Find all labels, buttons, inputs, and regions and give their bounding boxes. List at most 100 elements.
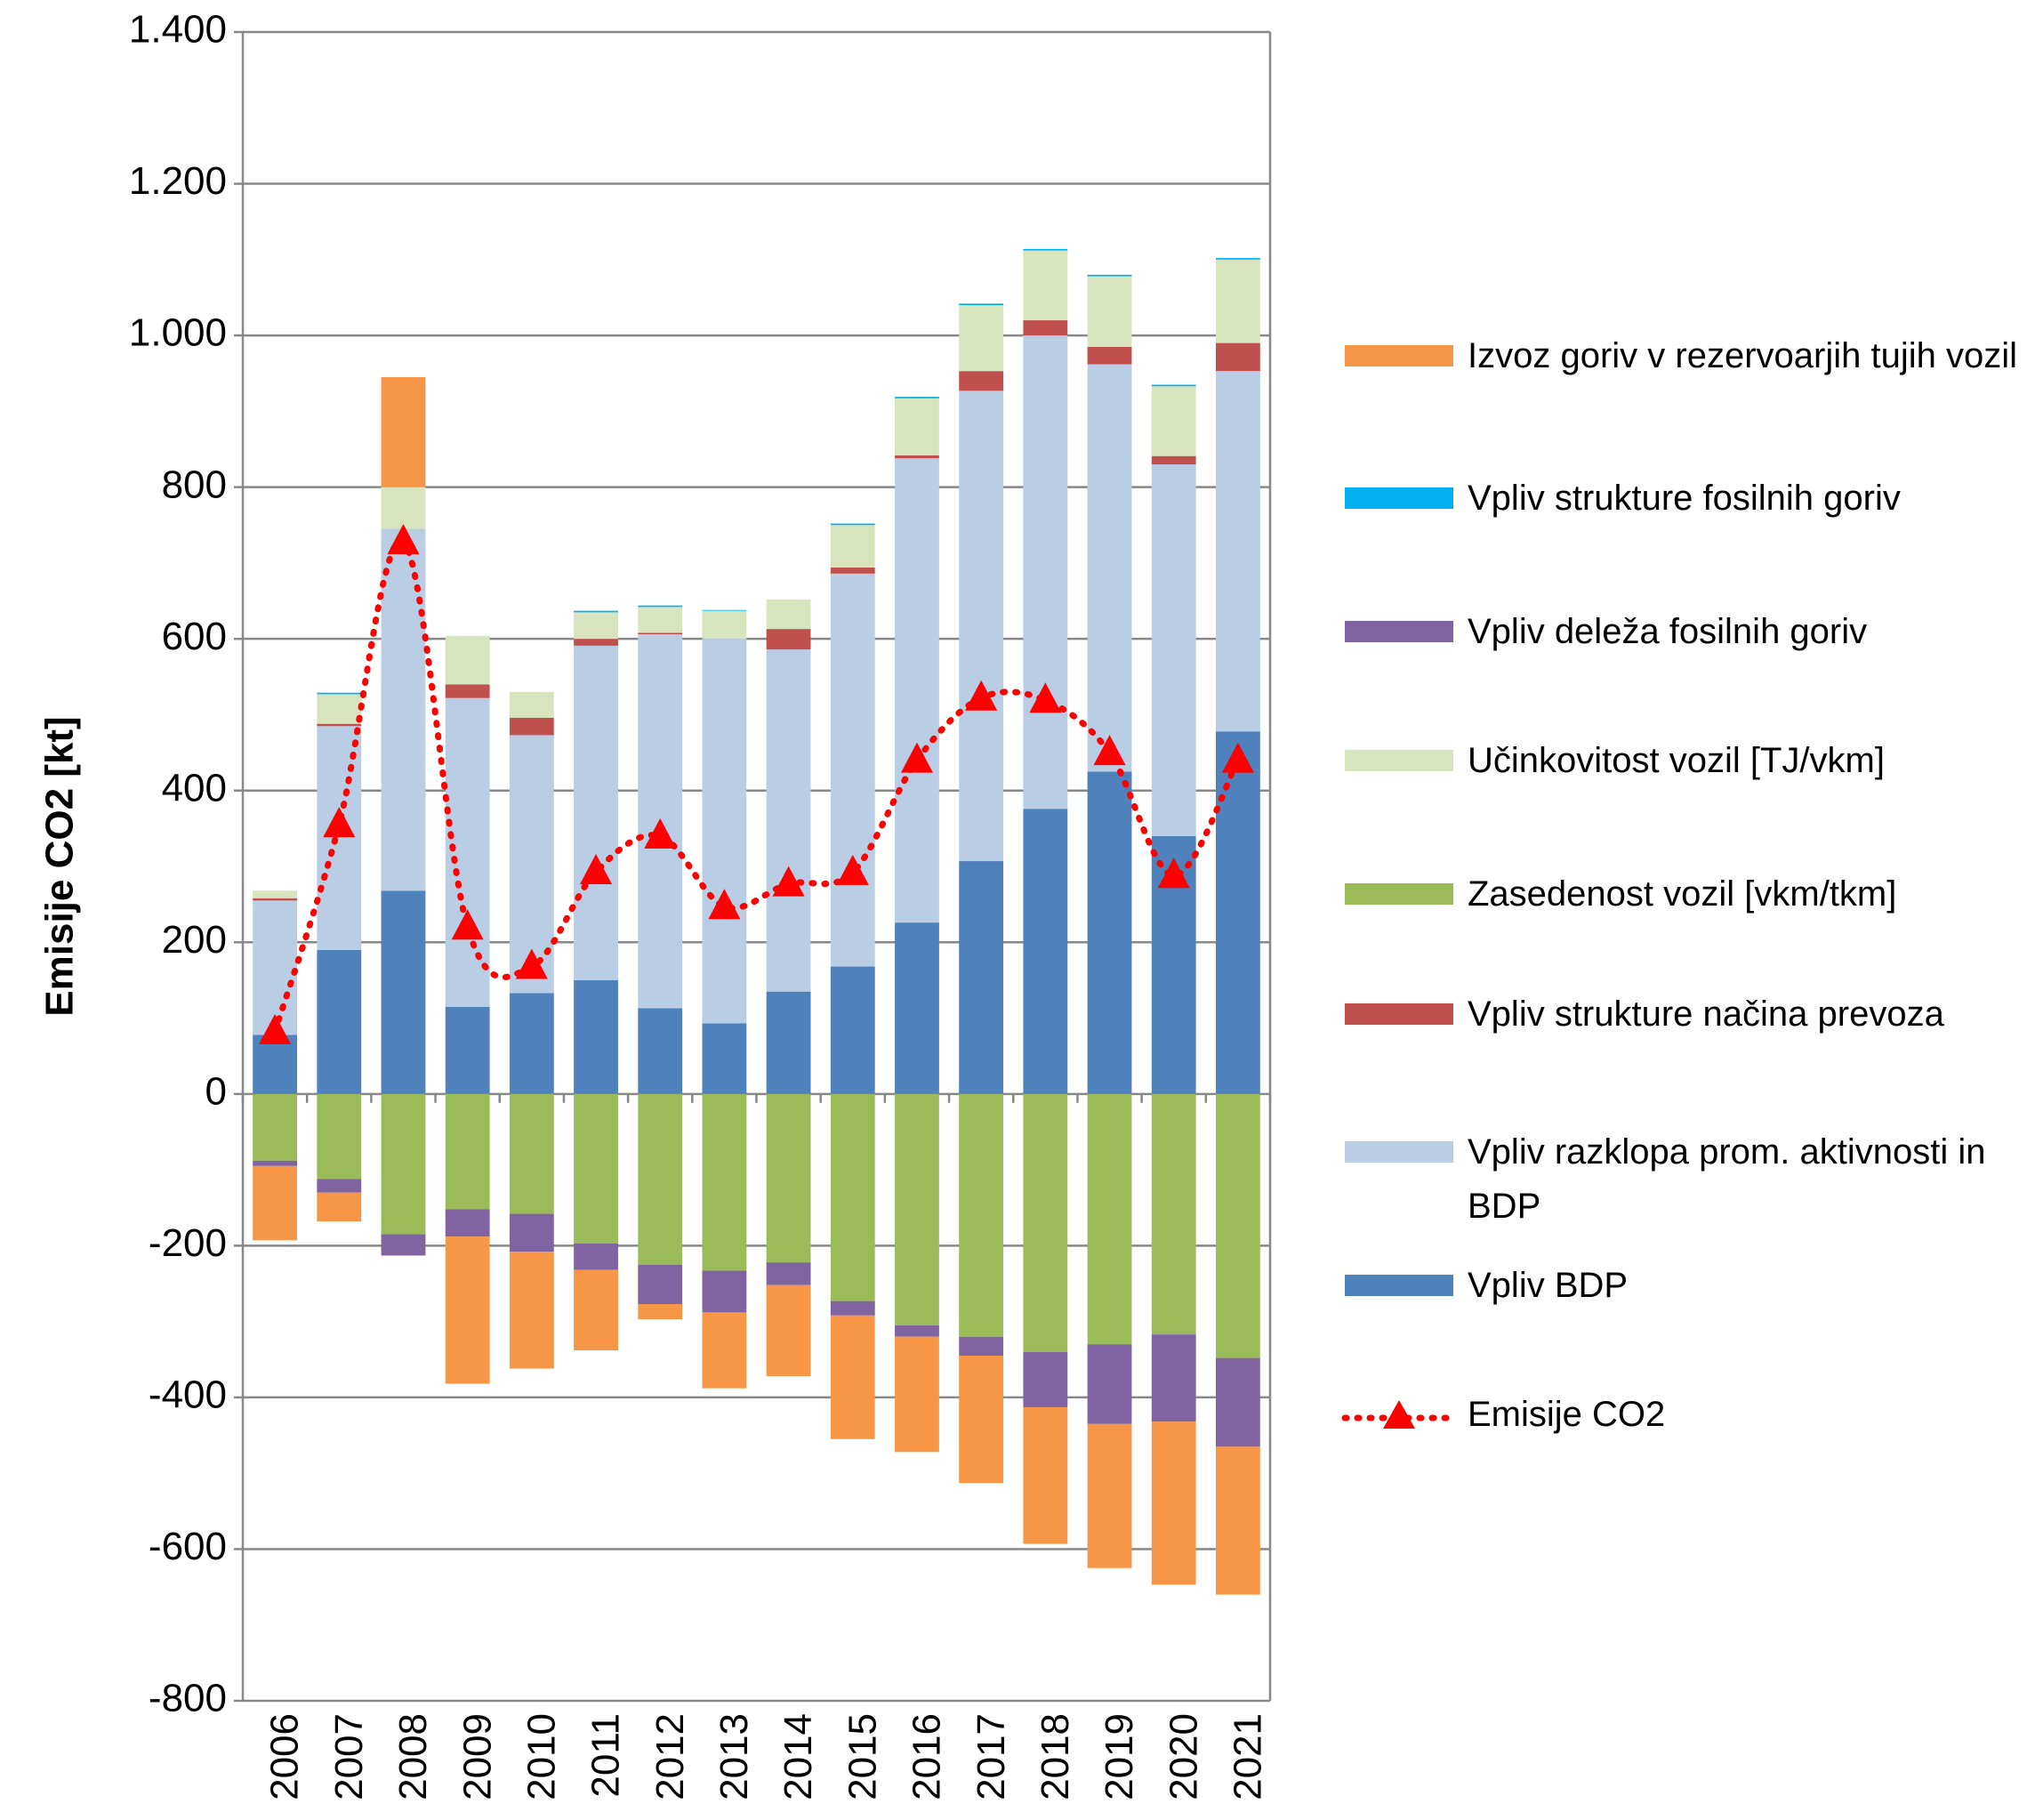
bar-segment (253, 900, 297, 1035)
bar-segment (253, 1035, 297, 1094)
x-tick-label: 2015 (841, 1713, 884, 1800)
bar-segment (574, 979, 618, 1094)
bar-segment (1087, 364, 1132, 772)
bar-segment (317, 1192, 362, 1222)
bar-segment (253, 898, 297, 901)
bar-segment (445, 1006, 490, 1094)
legend-swatch (1345, 487, 1453, 509)
bar-segment (381, 1234, 426, 1256)
legend-label: Emisije CO2 (1468, 1395, 1666, 1434)
line (271, 537, 1242, 1035)
bar-segment (638, 1008, 683, 1094)
bar-segment (1216, 371, 1260, 732)
bar-segment (381, 487, 426, 529)
bar-segment (830, 568, 875, 574)
bar-segment (1216, 1093, 1260, 1358)
bar-segment (574, 1243, 618, 1270)
bar-segment (895, 458, 939, 923)
bar-segment (317, 723, 362, 727)
y-tick-label: -800 (149, 1677, 227, 1720)
x-tick-label: 2013 (712, 1713, 756, 1800)
x-tick-label: 2019 (1098, 1713, 1141, 1800)
bar-segment (895, 397, 939, 399)
x-tick-label: 2016 (905, 1713, 949, 1800)
legend-label: Vpliv deleža fosilnih goriv (1468, 612, 1868, 651)
legend-swatch (1345, 1003, 1453, 1025)
bar-segment (895, 1336, 939, 1453)
bar-segment (959, 1336, 1004, 1357)
legend-swatch (1345, 1141, 1453, 1163)
bar-segment (895, 1325, 939, 1337)
x-tick-label: 2012 (648, 1713, 692, 1800)
line-marker (644, 817, 677, 849)
bar-segment (830, 966, 875, 1094)
bar-segment (445, 1209, 490, 1237)
legend-swatch (1345, 883, 1453, 905)
legend-label: Vpliv strukture fosilnih goriv (1468, 479, 1901, 518)
bar-segment (830, 1301, 875, 1316)
bar-segment (1151, 384, 1196, 387)
y-tick-label: 1.000 (129, 311, 227, 355)
bar-segment (638, 605, 683, 608)
bar-segment (574, 639, 618, 646)
bar-segment (1216, 1446, 1260, 1595)
bar-segment (766, 1262, 811, 1285)
bar-segment (381, 890, 426, 1094)
bar-segment (1151, 386, 1196, 456)
line-marker (1157, 858, 1190, 889)
bar-segment (381, 528, 426, 891)
y-tick-label: 200 (162, 918, 227, 962)
bar-segment (574, 610, 618, 613)
bar-segment (317, 949, 362, 1094)
line-marker (515, 948, 548, 979)
bar-segment (702, 639, 747, 1024)
y-tick-label: 600 (162, 615, 227, 658)
bar-segment (895, 1093, 939, 1325)
bar-segment (381, 1093, 426, 1235)
y-tick-label: 1.400 (129, 8, 227, 52)
bar-segment (253, 1093, 297, 1161)
bar-segment (638, 1264, 683, 1305)
bar-segment (509, 691, 554, 718)
bar-segment (1151, 1093, 1196, 1335)
line-marker (836, 854, 869, 885)
bar-segment (1087, 1423, 1132, 1568)
bar-segment (766, 629, 811, 650)
bar-segment (1151, 455, 1196, 465)
bar-segment (1023, 1093, 1068, 1352)
legend-swatch (1345, 750, 1453, 771)
bar-segment (317, 726, 362, 950)
bar-segment (1023, 1406, 1068, 1544)
legend-label: Vpliv razklopa prom. aktivnosti in BDP (1468, 1132, 1986, 1226)
bar-segment (574, 645, 618, 980)
bar-segment (1023, 248, 1068, 251)
legend-swatch (1345, 621, 1453, 642)
x-tick-label: 2021 (1227, 1713, 1270, 1800)
bar-segment (959, 1093, 1004, 1337)
bar-segment (509, 1213, 554, 1252)
bar-segment (766, 1093, 811, 1263)
bar-segment (830, 1315, 875, 1439)
bar-segment (638, 632, 683, 635)
bar-segment (253, 890, 297, 898)
bar-segment (1216, 1357, 1260, 1447)
y-tick-label: 400 (162, 766, 227, 809)
bar-segment (1216, 731, 1260, 1094)
bar-segment (445, 697, 490, 1007)
bar-segment (830, 523, 875, 526)
y-tick-label: 800 (162, 463, 227, 506)
line-marker (1221, 742, 1254, 773)
bar-segment (702, 1312, 747, 1389)
bar-segment (317, 1093, 362, 1180)
bar-segment (638, 1304, 683, 1320)
x-tick-label: 2006 (263, 1713, 307, 1800)
legend-label: Zasedenost vozil [vkm/tkm] (1468, 874, 1897, 914)
line-marker (965, 680, 998, 711)
legend-swatch (1345, 345, 1453, 366)
bar-segment (1216, 258, 1260, 260)
bar-segment (1087, 1093, 1132, 1345)
x-tick-label: 2018 (1034, 1713, 1077, 1800)
bar-segment (1087, 771, 1132, 1094)
bar-segment (766, 599, 811, 630)
bar-segment (574, 612, 618, 640)
